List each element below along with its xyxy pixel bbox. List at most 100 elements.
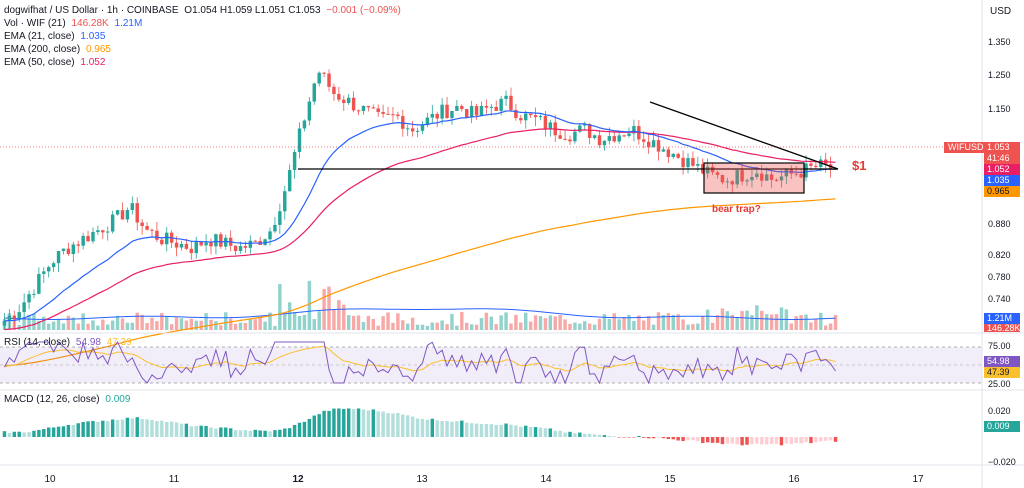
macd-bar [455,421,459,437]
candle-body [430,113,435,118]
candle-body [199,241,203,246]
volume-bar [489,316,494,330]
macd-tag: 0.009 [984,421,1020,432]
candle-body [248,240,253,248]
volume-bar [681,319,685,330]
volume-bar [440,320,444,330]
macd-bar [553,430,557,437]
candle-body [297,128,302,152]
candle-body [283,191,287,212]
date-label: 13 [416,474,428,485]
ema50-legend[interactable]: EMA (50, close) 1.052 [4,56,105,69]
macd-bar [292,425,297,437]
macd-bar [302,421,307,437]
macd-bar [563,432,567,437]
volume-bar [37,320,41,330]
macd-bar [410,416,415,437]
candle-body [450,110,454,119]
date-label: 10 [44,474,56,485]
macd-bar [101,420,105,437]
macd-bar [263,430,267,437]
macd-bar [366,410,371,437]
candle-body [401,116,405,129]
candle-body [184,243,189,249]
ema200-legend[interactable]: EMA (200, close) 0.965 [4,43,111,56]
ema21-label: EMA (21, close) [4,31,75,42]
macd-bar [789,437,794,444]
volume-bar [686,324,690,330]
rsi-ma-line [4,345,836,372]
macd-bar [819,437,823,442]
macd-bar [583,433,587,437]
rsi-axis-label: 75.00 [988,341,1011,351]
volume-bar [769,314,774,330]
macd-bar [528,426,533,437]
candle-body [469,106,474,118]
currency-label[interactable]: USD [990,6,1012,17]
volume-bar [356,315,361,330]
candle-body [587,123,592,138]
candle-body [322,72,326,74]
ema21-line [4,110,836,322]
macd-bar [750,437,754,445]
macd-bar [268,431,272,437]
macd-bar [464,422,469,437]
macd-bar [760,437,764,445]
macd-bar [715,437,720,443]
volume-bar [592,324,597,330]
volume-bar [828,323,833,330]
volume-bar [469,324,474,330]
macd-bar [194,425,198,437]
candle-body [460,105,464,110]
macd-bar [91,420,95,437]
macd-bar [12,431,17,437]
candles [2,69,838,330]
ema21-tag: 1.035 [984,175,1020,186]
volume-legend[interactable]: Vol · WIF (21) 146.28K 1.21M [4,17,142,30]
macd-legend[interactable]: MACD (12, 26, close) 0.009 [4,394,130,405]
volume-bar [351,315,356,330]
bear-trap-box [703,162,805,194]
macd-bar [430,418,435,437]
candle-body [583,123,587,126]
candle-body [784,169,789,177]
macd-bar [130,418,135,437]
rsi-line [4,341,836,385]
macd-bar [337,408,341,437]
rsi-legend[interactable]: RSI (14, close) 54.98 47.39 [4,337,132,348]
volume-bar [376,325,380,330]
volume-bar [774,314,779,330]
candle-body [514,109,518,119]
candle-body [386,113,390,115]
price-axis-label: 0.820 [988,250,1011,260]
volume-bar [71,317,76,330]
volume-bar [450,313,454,330]
candle-body [135,203,139,223]
ema21-legend[interactable]: EMA (21, close) 1.035 [4,30,105,43]
price-axis-label: 1.250 [988,70,1011,80]
macd-bar [705,437,710,443]
macd-bar [509,424,513,437]
macd-bar [435,420,439,437]
candle-body [130,203,135,210]
volume-bar [140,314,144,330]
candle-body [696,164,700,166]
macd-bar [548,428,553,437]
volume-bar [155,321,159,330]
price-axis-label: 0.880 [988,219,1011,229]
candle-body [106,231,110,233]
candle-body [730,181,734,185]
candle-body [366,105,371,108]
candle-body [464,109,469,118]
macd-bar [174,422,179,437]
macd-bar [450,421,454,437]
candle-body [740,170,744,182]
volume-bar [543,318,548,330]
candle-body [617,135,621,142]
macd-bar [602,435,607,437]
candle-body [578,125,582,132]
candle-body [81,235,85,246]
volume-bar [833,314,838,330]
volume-bar [597,318,602,330]
